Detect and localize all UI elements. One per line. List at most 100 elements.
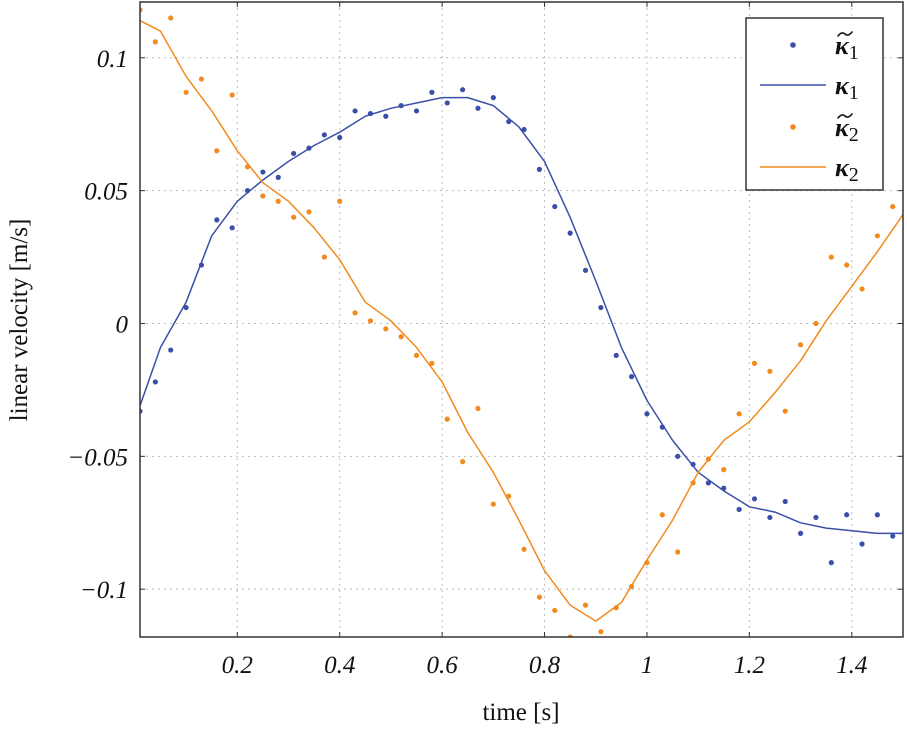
x-tick-label: 1.4: [836, 652, 867, 679]
series-group: [140, 7, 903, 637]
data-point-kappa2-tilde: [736, 411, 742, 417]
x-tick-label: 0.8: [529, 652, 561, 679]
data-point-kappa2-tilde: [260, 193, 266, 199]
data-point-kappa1-tilde: [690, 461, 696, 467]
data-point-kappa1-tilde: [567, 230, 573, 236]
data-point-kappa2-tilde: [659, 512, 665, 518]
data-point-kappa2-tilde: [460, 459, 466, 465]
data-point-kappa1-tilde: [229, 225, 235, 231]
data-point-kappa1-tilde: [613, 352, 619, 358]
data-point-kappa1-tilde: [859, 541, 865, 547]
data-point-kappa1-tilde: [168, 347, 174, 353]
data-point-kappa2-tilde: [582, 602, 589, 608]
data-point-kappa1-tilde: [751, 496, 758, 502]
data-point-kappa1-tilde: [352, 108, 358, 114]
data-point-kappa1-tilde: [890, 533, 896, 539]
y-tick-label: 0.05: [84, 179, 128, 206]
data-point-kappa2-tilde: [306, 209, 312, 215]
data-point-kappa2-tilde: [890, 203, 896, 210]
data-point-kappa1-tilde: [552, 203, 558, 210]
data-point-kappa1-tilde: [460, 87, 466, 93]
legend-subscript: 2: [849, 124, 859, 146]
data-point-kappa2-tilde: [475, 405, 481, 412]
data-point-kappa2-tilde: [828, 254, 834, 260]
x-axis-label: time [s]: [482, 699, 559, 726]
data-point-kappa2-tilde: [429, 360, 435, 366]
y-tick-label: −0.1: [80, 577, 128, 604]
plot-frame: [139, 1, 904, 638]
data-point-kappa1-tilde: [797, 530, 804, 536]
series-line-kappa1: [140, 96, 903, 535]
data-point-kappa2-tilde: [214, 148, 220, 154]
data-point-kappa1-tilde: [490, 95, 496, 101]
data-point-kappa2-tilde: [797, 342, 804, 348]
data-point-kappa1-tilde: [705, 480, 712, 486]
data-point-kappa2-tilde: [152, 39, 158, 45]
data-point-kappa1-tilde: [813, 514, 819, 521]
x-tick-label: 0.4: [324, 652, 355, 679]
data-point-kappa1-tilde: [444, 100, 450, 106]
data-point-kappa2-tilde: [198, 76, 205, 82]
data-point-kappa2-tilde: [859, 286, 865, 292]
legend-marker-dot: [790, 124, 796, 130]
data-point-kappa1-tilde: [521, 126, 527, 133]
data-point-kappa2-tilde: [598, 629, 604, 635]
data-point-kappa2-tilde: [490, 501, 496, 507]
data-point-kappa2-tilde: [352, 310, 358, 316]
data-point-kappa1-tilde: [736, 506, 742, 513]
series-line-kappa2: [140, 19, 903, 622]
data-point-kappa1-tilde: [844, 512, 850, 518]
data-point-kappa2-tilde: [767, 368, 773, 374]
data-point-kappa2-tilde: [398, 334, 404, 340]
data-point-kappa1-tilde: [214, 217, 220, 223]
data-point-kappa2-tilde: [536, 594, 543, 600]
data-point-kappa2-tilde: [183, 89, 189, 95]
data-point-kappa1-tilde: [413, 108, 420, 114]
x-tick-label: 0.6: [427, 652, 459, 679]
data-point-kappa1-tilde: [321, 132, 327, 138]
data-point-kappa1-tilde: [582, 267, 589, 273]
data-point-kappa1-tilde: [644, 411, 650, 417]
data-point-kappa1-tilde: [429, 89, 435, 95]
legend-box: [745, 17, 884, 191]
data-point-kappa1-tilde: [628, 374, 635, 380]
data-point-kappa1-tilde: [536, 166, 543, 172]
data-point-kappa1-tilde: [874, 512, 880, 518]
x-tick-label: 1.2: [734, 652, 765, 679]
y-axis-label: linear velocity [m/s]: [6, 219, 33, 422]
data-point-kappa2-tilde: [367, 318, 374, 324]
data-point-kappa2-tilde: [721, 467, 727, 473]
data-point-kappa1-tilde: [782, 498, 788, 505]
data-point-kappa1-tilde: [598, 304, 604, 311]
data-point-kappa2-tilde: [275, 198, 281, 204]
data-point-kappa1-tilde: [275, 174, 281, 180]
legend-subscript: 1: [849, 82, 859, 104]
data-point-kappa2-tilde: [413, 352, 420, 358]
data-point-kappa2-tilde: [874, 233, 880, 239]
legend-tilde-accent: [837, 31, 853, 37]
data-point-kappa2-tilde: [291, 214, 297, 220]
x-tick-label: 0.2: [222, 652, 253, 679]
data-point-kappa2-tilde: [168, 15, 174, 21]
data-point-kappa1-tilde: [475, 105, 481, 111]
data-point-kappa1-tilde: [383, 113, 389, 119]
ticks: 0.2 0.4 0.6 0.8 1 1.2 1.4 0.1 0.05 0 −0.05 −0.1: [67, 2, 903, 679]
y-tick-label: 0.1: [97, 46, 128, 73]
legend-tilde-accent: [837, 113, 853, 119]
data-point-kappa2-tilde: [813, 320, 819, 327]
data-point-kappa2-tilde: [444, 416, 450, 422]
data-point-kappa2-tilde: [337, 198, 343, 204]
y-tick-label: −0.05: [67, 444, 128, 471]
x-tick-label: 1: [641, 652, 654, 679]
data-point-kappa1-tilde: [183, 304, 189, 311]
legend-subscript: 2: [849, 164, 859, 186]
data-point-kappa1-tilde: [291, 150, 297, 157]
data-point-kappa2-tilde: [321, 254, 327, 260]
data-point-kappa1-tilde: [337, 134, 343, 141]
data-point-kappa2-tilde: [552, 607, 558, 614]
data-point-kappa2-tilde: [521, 546, 527, 552]
data-point-kappa2-tilde: [844, 262, 850, 268]
data-point-kappa2-tilde: [782, 408, 788, 414]
